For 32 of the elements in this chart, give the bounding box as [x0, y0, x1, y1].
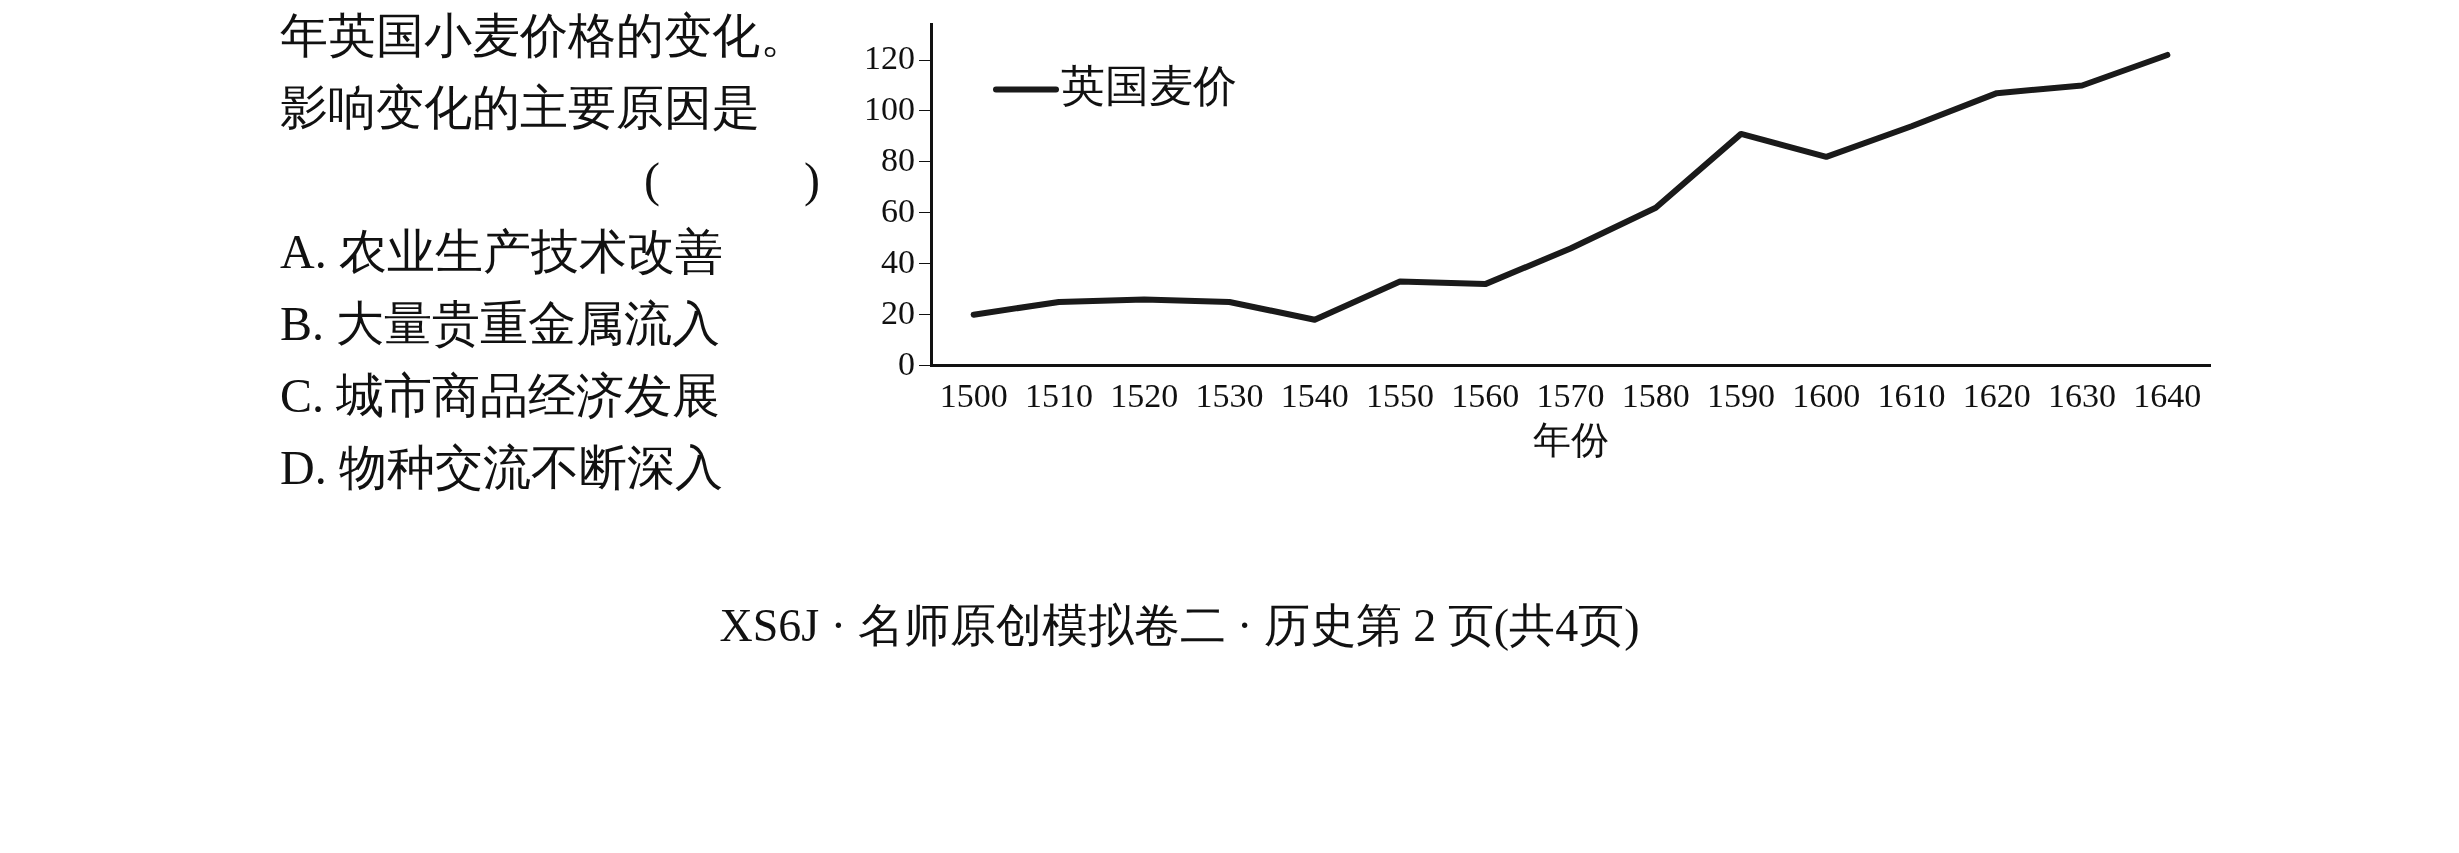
x-tick-label: 1630	[2048, 376, 2117, 414]
text: A. 农业生产技术改善	[280, 224, 724, 280]
y-tick-label: 60	[881, 191, 915, 229]
y-tick-label: 40	[881, 242, 915, 280]
x-axis-title: 年份	[1532, 418, 1609, 463]
y-tick-label: 120	[864, 38, 915, 76]
x-tick-label: 1620	[1962, 376, 2031, 414]
y-tick-label: 0	[898, 344, 915, 382]
x-tick-label: 1510	[1024, 376, 1093, 414]
legend-label: 英国麦价	[1061, 59, 1237, 111]
text: C. 城市商品经济发展	[280, 368, 721, 424]
x-tick-label: 1520	[1110, 376, 1179, 414]
x-tick-label: 1600	[1792, 376, 1861, 414]
y-tick-label: 80	[881, 140, 915, 178]
x-tick-label: 1530	[1195, 376, 1264, 414]
x-tick-label: 1640	[2133, 376, 2202, 414]
text: B. 大量贵重金属流入	[280, 296, 721, 352]
y-tick-label: 100	[864, 89, 915, 127]
text: XS6J · 名师原创模拟卷二 · 历史第 2 页(共4页)	[718, 599, 1641, 653]
x-tick-label: 1590	[1707, 376, 1776, 414]
text: ( )	[643, 152, 821, 209]
text: 影响变化的主要原因是	[280, 80, 761, 136]
x-tick-label: 1550	[1365, 376, 1434, 414]
x-tick-label: 1580	[1621, 376, 1690, 414]
text: D. 物种交流不断深入	[280, 440, 724, 496]
text: 年英国小麦价格的变化。	[280, 8, 809, 64]
x-tick-label: 1560	[1451, 376, 1520, 414]
x-tick-label: 1570	[1536, 376, 1605, 414]
x-tick-label: 1500	[939, 376, 1008, 414]
y-tick-label: 20	[881, 293, 915, 331]
x-tick-label: 1540	[1280, 376, 1349, 414]
x-tick-label: 1610	[1877, 376, 1946, 414]
